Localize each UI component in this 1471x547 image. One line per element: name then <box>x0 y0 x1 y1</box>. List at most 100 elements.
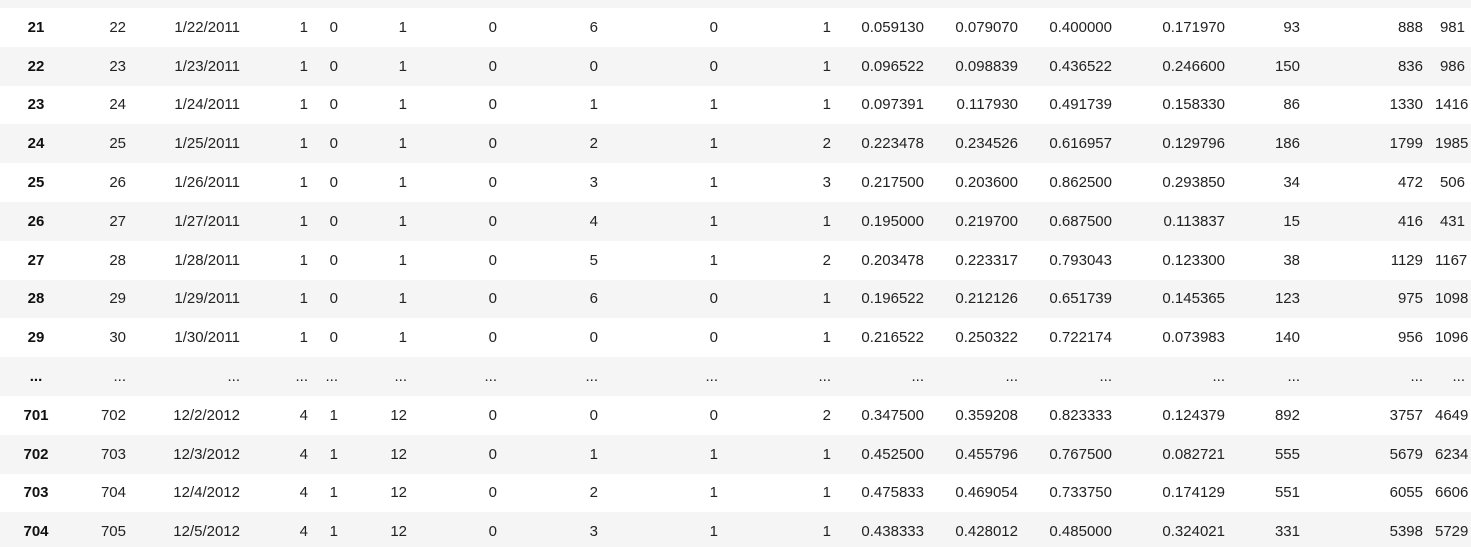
table-cell: 1 <box>589 96 598 114</box>
table-cell: 4649 <box>1435 406 1469 424</box>
table-cell: 0 <box>709 57 718 75</box>
table-cell: 30 <box>109 329 126 347</box>
table-cell: 1 <box>299 329 308 347</box>
table-top-edge <box>0 0 1471 8</box>
table-cell: 0 <box>589 406 598 424</box>
table-cell: 1 <box>299 174 308 192</box>
table-cell: 2 <box>589 484 598 502</box>
table-cell: 1/30/2011 <box>174 329 240 347</box>
table-cell: 1 <box>329 484 338 502</box>
table-cell: ... <box>911 368 924 386</box>
table-row: 702 703 12/3/2012 4 1 12 0 1 1 1 0.452500 0.455796 0… <box>0 434 1471 474</box>
table-row: 25 26 1/26/2011 1 0 1 0 3 1 3 0.217500 0.203600 0.86… <box>0 163 1471 202</box>
table-cell: 1985 <box>1435 135 1469 153</box>
table-cell: 981 <box>1439 18 1465 36</box>
table-cell: 23 <box>109 57 126 75</box>
table-cell: 1 <box>589 445 598 463</box>
table-cell: 2 <box>822 135 831 153</box>
table-cell: 0 <box>488 290 497 308</box>
table-cell: 0.216522 <box>861 329 924 347</box>
table-cell: 0.436522 <box>1049 57 1112 75</box>
table-cell: ... <box>705 368 718 386</box>
table-cell: 702 <box>100 406 126 424</box>
table-cell: 416 <box>1397 212 1423 230</box>
table-cell: 1/22/2011 <box>174 18 240 36</box>
table-cell: 5398 <box>1389 523 1423 541</box>
table-cell: 0.203478 <box>861 251 924 269</box>
table-cell: 0.485000 <box>1049 523 1112 541</box>
table-cell: 506 <box>1439 174 1465 192</box>
row-index-cell: 701 <box>23 406 49 424</box>
table-cell: 1 <box>822 18 831 36</box>
table-cell: 1 <box>299 290 308 308</box>
table-cell: 1/23/2011 <box>174 57 240 75</box>
table-row: 704 705 12/5/2012 4 1 12 0 3 1 1 0.438333 0.428012 0… <box>0 512 1471 547</box>
table-row: 28 29 1/29/2011 1 0 1 0 6 0 1 0.196522 0.212126 0.65… <box>0 279 1471 319</box>
table-cell: 26 <box>109 174 126 192</box>
table-cell: 0 <box>709 329 718 347</box>
table-cell: 0.616957 <box>1049 135 1112 153</box>
table-cell: 331 <box>1274 523 1300 541</box>
table-cell: 140 <box>1274 329 1300 347</box>
table-cell: 5 <box>589 251 598 269</box>
table-cell: 0.196522 <box>861 290 924 308</box>
table-cell: 0 <box>329 174 338 192</box>
row-index-cell: 23 <box>27 96 45 114</box>
table-cell: 4 <box>299 484 308 502</box>
table-cell: 25 <box>109 135 126 153</box>
table-cell: 1/27/2011 <box>174 212 240 230</box>
table-cell: 0 <box>709 18 718 36</box>
table-cell: 0.687500 <box>1049 212 1112 230</box>
table-cell: 12/3/2012 <box>173 445 240 463</box>
table-cell: 0 <box>329 135 338 153</box>
table-cell: 705 <box>100 523 126 541</box>
table-cell: 0.428012 <box>955 523 1018 541</box>
table-cell: 1/28/2011 <box>174 251 240 269</box>
table-cell: 1 <box>822 484 831 502</box>
table-cell: 1 <box>329 406 338 424</box>
table-cell: 1/25/2011 <box>174 135 240 153</box>
table-cell: 1 <box>398 57 407 75</box>
table-cell: 24 <box>109 96 126 114</box>
table-cell: 0.124379 <box>1162 406 1225 424</box>
table-cell: 1/29/2011 <box>174 290 240 308</box>
table-cell: 1 <box>709 523 718 541</box>
table-cell: 6606 <box>1435 484 1469 502</box>
table-cell: 2 <box>822 406 831 424</box>
table-cell: 0 <box>488 96 497 114</box>
table-cell: 0.246600 <box>1162 57 1225 75</box>
table-cell: 4 <box>299 523 308 541</box>
table-cell: 1330 <box>1389 96 1423 114</box>
table-cell: 1 <box>822 57 831 75</box>
table-cell: 0.158330 <box>1162 96 1225 114</box>
table-cell: 1167 <box>1435 251 1468 269</box>
table-cell: 0 <box>488 406 497 424</box>
table-cell: 0.195000 <box>861 212 924 230</box>
row-index-cell: 28 <box>27 290 45 308</box>
table-cell: 0 <box>329 212 338 230</box>
table-cell: 150 <box>1274 57 1300 75</box>
table-cell: 0 <box>488 251 497 269</box>
table-cell: 0.823333 <box>1049 406 1112 424</box>
row-index-cell: 24 <box>27 135 45 153</box>
table-cell: 0 <box>329 290 338 308</box>
table-cell: 1 <box>709 212 718 230</box>
table-cell: 0.082721 <box>1162 445 1225 463</box>
table-cell: 0.469054 <box>955 484 1018 502</box>
table-cell: 0 <box>329 251 338 269</box>
table-cell: ... <box>227 368 240 386</box>
row-index-cell: 22 <box>27 57 45 75</box>
row-index-cell: 703 <box>23 484 49 502</box>
table-cell: 93 <box>1283 18 1300 36</box>
table-cell: 1 <box>709 445 718 463</box>
table-cell: 15 <box>1283 212 1300 230</box>
table-cell: 0.097391 <box>861 96 924 114</box>
table-cell: 1 <box>398 96 407 114</box>
table-cell: 0 <box>329 57 338 75</box>
table-cell: 1 <box>299 57 308 75</box>
table-cell: 22 <box>109 18 126 36</box>
table-cell: ... <box>818 368 831 386</box>
table-cell: 0.651739 <box>1049 290 1112 308</box>
table-row: 701 702 12/2/2012 4 1 12 0 0 0 2 0.347500 0.359208 0… <box>0 395 1471 435</box>
table-cell: ... <box>1452 368 1465 386</box>
